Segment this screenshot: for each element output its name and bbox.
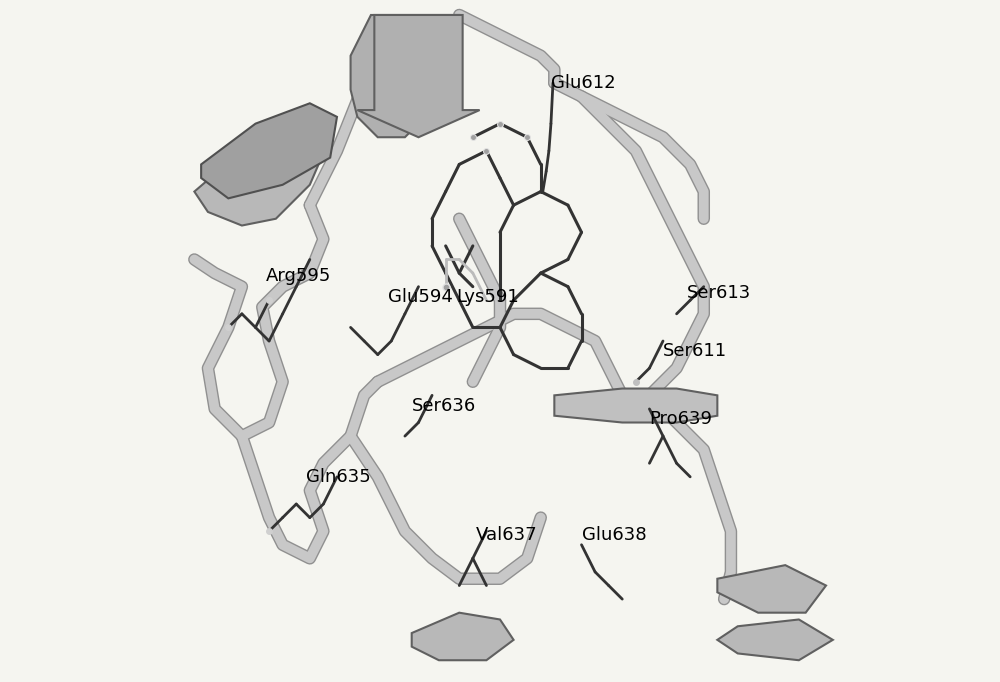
Text: Arg595: Arg595 [266, 267, 331, 286]
Text: Pro639: Pro639 [649, 410, 712, 428]
Text: Glu612: Glu612 [551, 74, 616, 92]
Text: Val637: Val637 [476, 526, 538, 544]
Polygon shape [351, 15, 459, 137]
Polygon shape [412, 612, 514, 660]
Text: Lys591: Lys591 [456, 288, 519, 306]
FancyArrow shape [357, 15, 480, 137]
Text: Ser613: Ser613 [687, 284, 751, 302]
Polygon shape [717, 565, 826, 612]
Text: Ser636: Ser636 [412, 396, 476, 415]
Text: Glu594: Glu594 [388, 288, 453, 306]
Text: Glu638: Glu638 [582, 526, 646, 544]
Polygon shape [194, 123, 330, 226]
Polygon shape [554, 389, 717, 423]
Polygon shape [717, 619, 833, 660]
Text: Ser611: Ser611 [663, 342, 727, 360]
Text: Gln635: Gln635 [306, 468, 371, 486]
Polygon shape [201, 103, 337, 198]
